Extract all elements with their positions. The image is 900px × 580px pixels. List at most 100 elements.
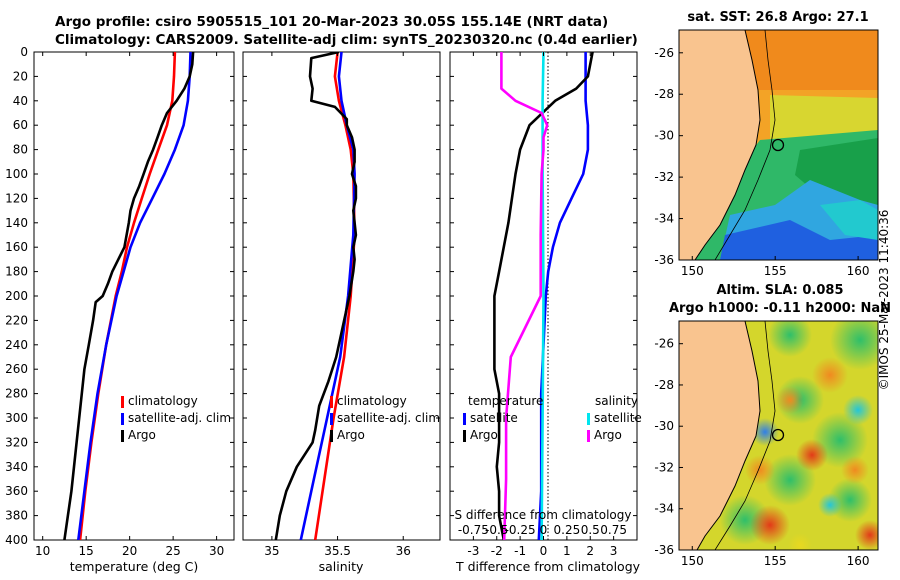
sla-map-frame: [678, 320, 879, 551]
x-tick-label: 3: [610, 544, 618, 558]
difference-panel: [493, 52, 594, 540]
map-lat-tick-label: -32: [654, 170, 674, 184]
legend-label-argo: Argo: [337, 428, 365, 442]
sla-blob: [796, 439, 828, 471]
depth-tick-label: 0: [20, 45, 28, 59]
legend-label-argo: Argo: [128, 428, 156, 442]
temperature-axis-label: temperature (deg C): [70, 559, 199, 574]
map-lon-tick-label: 160: [847, 264, 870, 278]
s-tick-label: 0.75: [600, 523, 627, 537]
s-tick-label: -0.25: [505, 523, 536, 537]
depth-tick-label: 260: [5, 362, 28, 376]
depth-tick-label: 60: [13, 118, 28, 132]
s-tick-label: 0.5: [581, 523, 600, 537]
legend-label-temp-argo: Argo: [470, 428, 498, 442]
legend-title-temperature: temperature: [468, 394, 543, 408]
map-lat-tick-label: -36: [654, 253, 674, 267]
depth-tick-label: 100: [5, 167, 28, 181]
x-tick-label: 1: [563, 544, 571, 558]
x-tick-label: -1: [514, 544, 526, 558]
figure-title-line2: Climatology: CARS2009. Satellite-adj cli…: [55, 32, 638, 48]
x-tick-label: 10: [35, 544, 50, 558]
legend-swatch-climatology: [330, 396, 333, 408]
sla-blob: [843, 395, 873, 425]
legend-label-sal-argo: Argo: [594, 428, 622, 442]
legend-swatch-satellite: [330, 413, 333, 425]
x-tick-label: 30: [209, 544, 224, 558]
series-line-salinity-argo: [500, 52, 549, 540]
salinity-panel: [274, 52, 358, 540]
map-lat-tick-label: -28: [654, 378, 674, 392]
series-line-argo: [274, 52, 358, 540]
depth-tick-label: 180: [5, 265, 28, 279]
sla-isobath: [714, 321, 776, 550]
sla-blob: [768, 321, 812, 357]
sla-blob: [818, 493, 842, 517]
depth-tick-label: 200: [5, 289, 28, 303]
depth-tick-label: 20: [13, 69, 28, 83]
x-axes-ticks: 10 15 20 25 30 35 35.5 36 -3 -2 -1 0 1 2 3: [35, 52, 617, 558]
map-lon-tick-label: 150: [681, 264, 704, 278]
depth-tick-label: 340: [5, 460, 28, 474]
sst-map-title: sat. SST: 26.8 Argo: 27.1: [687, 10, 869, 25]
map-lat-tick-label: -30: [654, 419, 674, 433]
sla-blob: [750, 505, 790, 545]
t-difference-axis-label: T difference from climatology: [455, 559, 641, 574]
sst-land: [679, 30, 761, 260]
legend-label-satellite: satellite-adj. clim: [128, 411, 231, 425]
depth-tick-label: 360: [5, 484, 28, 498]
series-line-temperature-satellite: [537, 52, 590, 540]
difference-legend: temperature satellite Argo salinity sate…: [463, 394, 642, 442]
depth-tick-label: 240: [5, 338, 28, 352]
legend-swatch-argo: [121, 430, 124, 442]
sst-blue-zone: [720, 220, 878, 260]
series-line-temperature-argo: [493, 52, 594, 540]
x-tick-label: 25: [165, 544, 180, 558]
legend-label-temp-satellite: satellite: [470, 411, 518, 425]
depth-tick-label: 320: [5, 435, 28, 449]
depth-tick-label: 280: [5, 387, 28, 401]
sla-blob: [812, 357, 848, 393]
temperature-panel: [63, 52, 195, 540]
temperature-legend: climatology satellite-adj. clim Argo: [121, 394, 231, 442]
series-line-satellite-adj-clim: [77, 52, 192, 540]
salinity-legend: climatology satellite-adj. clim Argo: [330, 394, 440, 442]
sla-blob: [776, 386, 804, 414]
legend-swatch-satellite: [121, 413, 124, 425]
depth-tick-label: 40: [13, 94, 28, 108]
map-lat-tick-label: -32: [654, 460, 674, 474]
figure-title-line1: Argo profile: csiro 5905515_101 20-Mar-2…: [55, 14, 609, 30]
s-tick-label: 0: [540, 523, 548, 537]
map-tick-labels: 150 155 160 -26 -28 -30 -32 -34 -36 150 155 160 -26 -…: [654, 46, 869, 568]
map-lat-tick-label: -26: [654, 46, 674, 60]
s-tick-label: -0.75: [458, 523, 489, 537]
map-lat-tick-label: -26: [654, 337, 674, 351]
legend-swatch-sal-satellite: [587, 413, 590, 425]
x-tick-label: 20: [122, 544, 137, 558]
legend-label-sal-satellite: satellite: [594, 411, 642, 425]
legend-label-satellite: satellite-adj. clim: [337, 411, 440, 425]
legend-swatch-temp-argo: [463, 430, 466, 442]
sla-argo-marker: [771, 428, 785, 442]
legend-swatch-argo: [330, 430, 333, 442]
legend-swatch-temp-satellite: [463, 413, 466, 425]
map-lon-tick-label: 155: [764, 554, 787, 568]
salinity-panel-frame: [242, 51, 441, 541]
depth-tick-label: 380: [5, 509, 28, 523]
x-tick-label: 2: [586, 544, 594, 558]
legend-swatch-sal-argo: [587, 430, 590, 442]
map-lon-tick-label: 160: [847, 554, 870, 568]
depth-tick-label: 220: [5, 313, 28, 327]
legend-swatch-climatology: [121, 396, 124, 408]
sst-cyan-patch: [820, 200, 878, 240]
x-tick-label: 35: [264, 544, 279, 558]
map-lat-tick-label: -34: [654, 212, 674, 226]
s-difference-tick-labels: -0.75-0.5-0.25 0 0.25 0.5 0.75: [458, 523, 627, 537]
map-lat-tick-label: -36: [654, 543, 674, 557]
series-line-argo: [63, 52, 195, 540]
map-lat-tick-label: -34: [654, 502, 674, 516]
sst-argo-marker: [771, 138, 785, 152]
depth-axis: 0 20 40 60 80 100 120 140 160 180 200 220 240 260 280 3…: [5, 45, 637, 547]
s-difference-axis-label: S difference from climatology: [455, 508, 632, 522]
